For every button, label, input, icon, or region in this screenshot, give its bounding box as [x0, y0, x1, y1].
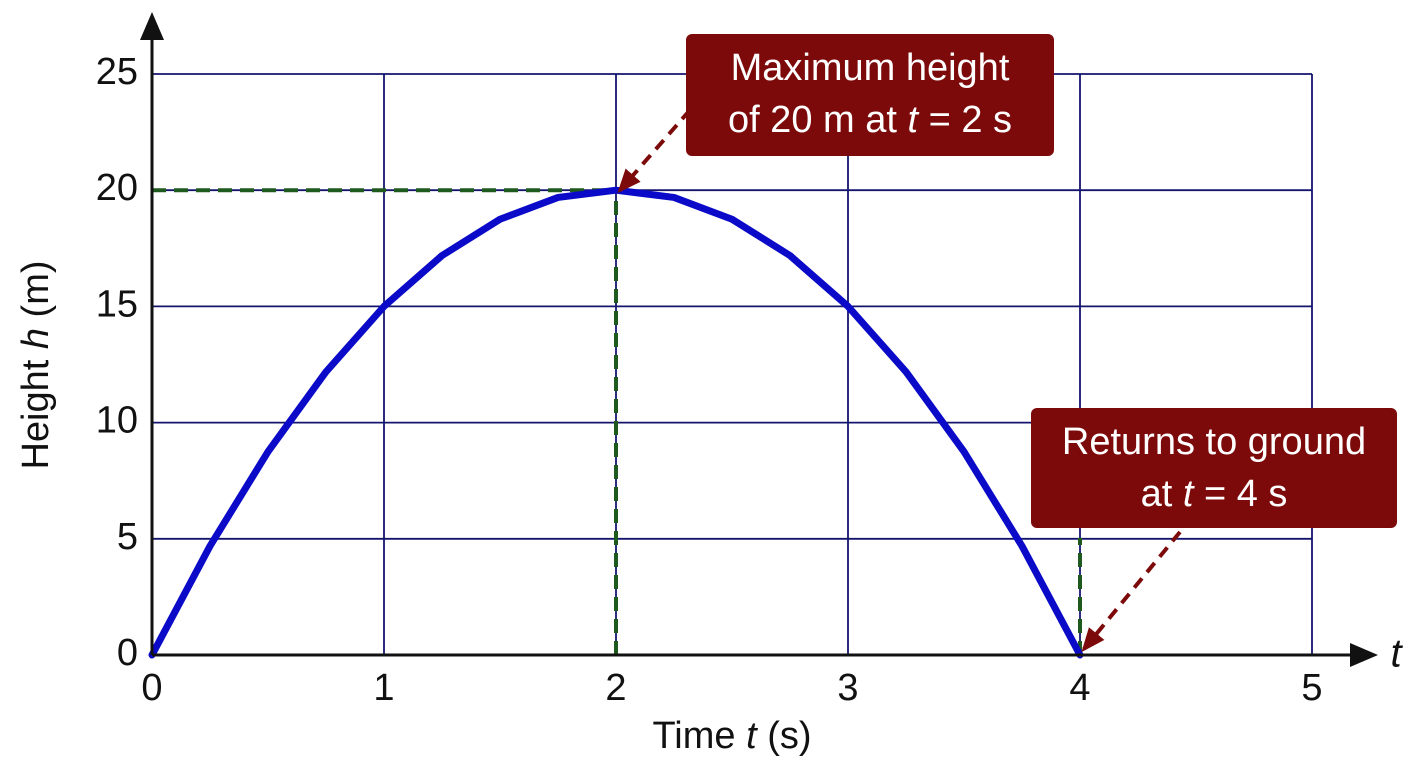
- annotation-text-part: t: [1183, 473, 1195, 515]
- x-axis-symbol: t: [1390, 632, 1403, 676]
- annotation-box: [1031, 408, 1397, 528]
- annotation-arrow: [1081, 530, 1182, 653]
- grid: [151, 73, 1313, 656]
- y-axis-title-part: (m): [15, 260, 57, 328]
- x-axis-title: Time t (s): [652, 715, 811, 757]
- labels: 0 1 2 3 4 5 0 5 10 15 20 25 Time t (s) Height h (m): [15, 51, 1323, 757]
- annotation-text: Returns to ground: [1062, 421, 1366, 463]
- x-tick-label: 1: [373, 667, 394, 709]
- y-tick-label: 25: [96, 51, 138, 93]
- annotation-text-part: = 4 s: [1193, 473, 1287, 515]
- y-axis-title-part: Height: [15, 349, 57, 469]
- y-tick-label: 20: [96, 167, 138, 209]
- x-tick-label: 5: [1301, 667, 1322, 709]
- y-tick-label: 0: [117, 632, 138, 674]
- y-tick-label: 10: [96, 400, 138, 442]
- plot: [148, 186, 1084, 659]
- annotation-arrow: [617, 108, 692, 194]
- y-axis-title-part: h: [15, 328, 57, 349]
- y-axis-title: Height h (m): [15, 260, 57, 469]
- x-axis-title-part: Time: [652, 715, 746, 757]
- x-axis-arrow: [1350, 643, 1378, 667]
- y-tick-label: 15: [96, 283, 138, 325]
- x-tick-label: 3: [837, 667, 858, 709]
- data-line: [148, 186, 1084, 659]
- annotation-box: [686, 34, 1054, 156]
- annotation-text-part: Maximum height: [731, 47, 1010, 89]
- annotations: Maximum height of 20 m at t = 2 s Returns …: [617, 34, 1397, 653]
- x-axis-title-part: (s): [757, 715, 812, 757]
- annotation-text: at t = 4 s: [1141, 473, 1288, 515]
- annotation-text: Maximum height: [731, 47, 1010, 89]
- annotation-text-part: of 20 m at: [728, 99, 908, 141]
- x-tick-label: 4: [1069, 667, 1090, 709]
- annotation-text-part: Returns to ground: [1062, 421, 1366, 463]
- x-tick-label: 0: [141, 667, 162, 709]
- y-axis-arrow: [140, 12, 164, 40]
- annotation-text: of 20 m at t = 2 s: [728, 99, 1012, 141]
- x-axis-title-part: t: [746, 715, 758, 757]
- annotation-text-part: = 2 s: [918, 99, 1012, 141]
- annotation-text-part: t: [907, 99, 919, 141]
- annotation-text-part: at: [1141, 473, 1183, 515]
- y-tick-label: 5: [117, 516, 138, 558]
- x-tick-label: 2: [605, 667, 626, 709]
- guides: [152, 188, 1082, 655]
